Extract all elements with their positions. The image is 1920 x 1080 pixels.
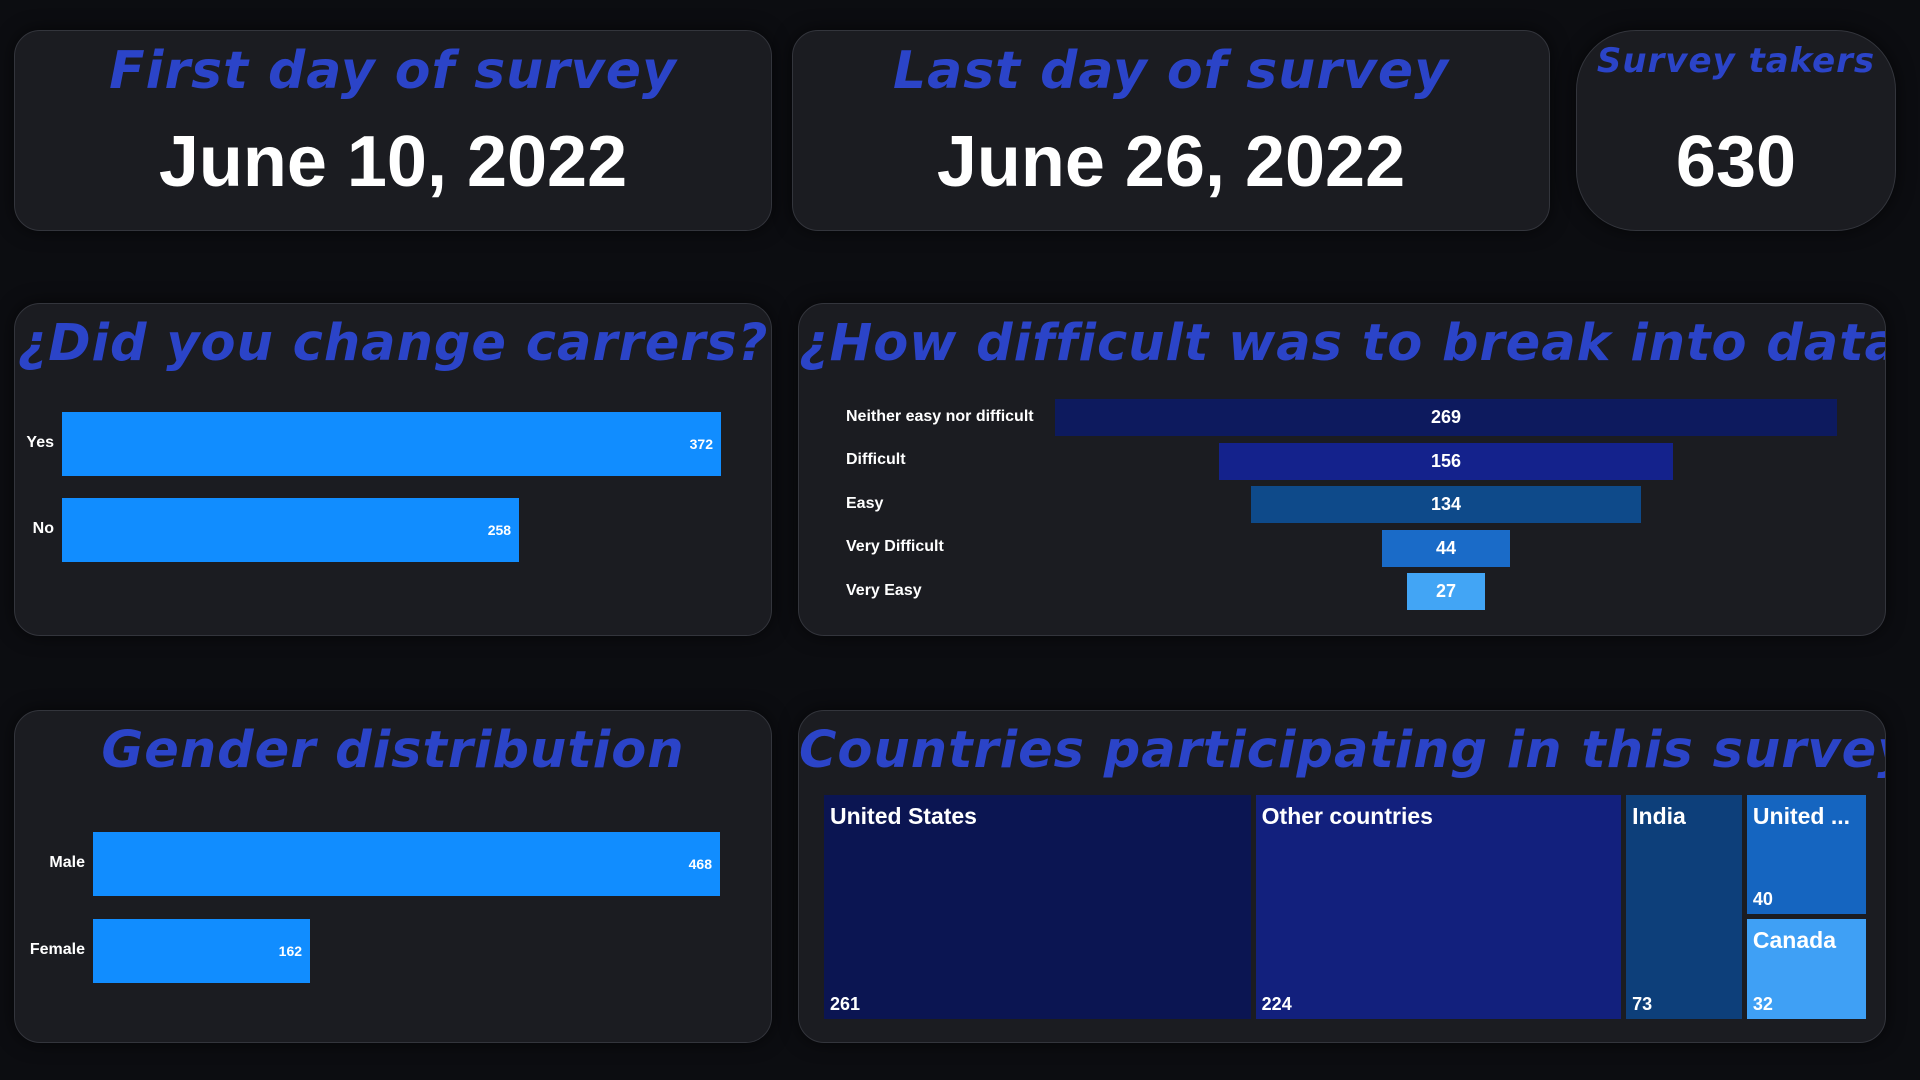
- chart-title: Countries participating in this survey: [799, 721, 1886, 780]
- bar-label: No: [32, 520, 54, 537]
- treemap-tile-label: Other countries: [1261, 803, 1433, 829]
- funnel-label: Neither easy nor difficult: [846, 407, 1034, 425]
- bar-value-label: 372: [689, 436, 713, 452]
- treemap-tile-value: 40: [1752, 889, 1773, 910]
- treemap-tile: United ... 40: [1746, 795, 1866, 915]
- funnel-value-label: 44: [1435, 537, 1456, 558]
- bar-label: Male: [49, 854, 85, 871]
- funnel-label: Easy: [846, 494, 884, 512]
- bar: 372: [62, 412, 721, 476]
- treemap-tile-label: United States: [830, 803, 977, 829]
- bar: 468: [93, 832, 720, 896]
- difficulty-card: ¿How difficult was to break into data? N…: [798, 303, 1886, 636]
- funnel-bar: 269: [1055, 399, 1837, 436]
- treemap-tile-value: 224: [1261, 994, 1292, 1014]
- first-day-value: June 10, 2022: [158, 122, 628, 202]
- gender-card: Gender distribution Male 468 Female 162: [14, 710, 772, 1043]
- last-day-card: Last day of survey June 26, 2022: [792, 30, 1550, 231]
- bar-label: Female: [29, 941, 85, 958]
- treemap-tile-value: 261: [830, 994, 861, 1014]
- funnel-bar: 134: [1251, 486, 1641, 523]
- funnel-bar: 156: [1219, 442, 1673, 480]
- bar: 162: [93, 919, 311, 983]
- chart-title: Gender distribution: [101, 721, 685, 780]
- survey-takers-title: Survey takers: [1596, 41, 1876, 81]
- treemap-tile-value: 32: [1752, 993, 1773, 1014]
- funnel-label: Difficult: [846, 451, 906, 468]
- treemap-tile: United States 261: [824, 795, 1251, 1019]
- treemap-tile-label: Canada: [1752, 927, 1836, 954]
- treemap-tile: India 73: [1626, 795, 1742, 1019]
- treemap-tile: Canada 32: [1746, 919, 1866, 1019]
- bar: 258: [62, 498, 520, 562]
- funnel-bar: 27: [1406, 573, 1486, 610]
- funnel-label: Very Difficult: [846, 538, 944, 555]
- first-day-title: First day of survey: [109, 41, 677, 101]
- funnel-bar: 44: [1382, 529, 1510, 567]
- survey-takers-value: 630: [1675, 122, 1797, 202]
- chart-title: ¿How difficult was to break into data?: [799, 314, 1886, 373]
- treemap-tile: Other countries 224: [1255, 795, 1622, 1019]
- funnel-value-label: 134: [1430, 494, 1461, 514]
- last-day-value: June 26, 2022: [936, 122, 1406, 202]
- first-day-card: First day of survey June 10, 2022: [14, 30, 772, 231]
- bar-label: Yes: [26, 434, 54, 451]
- funnel-value-label: 269: [1430, 407, 1462, 427]
- funnel-value-label: 156: [1430, 450, 1461, 471]
- treemap-tile-label: United ...: [1752, 803, 1851, 829]
- bar-value-label: 468: [688, 856, 712, 872]
- countries-card: Countries participating in this survey U…: [798, 710, 1886, 1043]
- bar-value-label: 258: [487, 522, 512, 538]
- funnel-value-label: 27: [1435, 581, 1456, 601]
- chart-title: ¿Did you change carrers?: [17, 314, 769, 373]
- treemap-tile-label: India: [1632, 803, 1686, 829]
- funnel-label: Very Easy: [846, 581, 922, 599]
- last-day-title: Last day of survey: [893, 41, 1449, 101]
- survey-takers-card: Survey takers 630: [1576, 30, 1896, 231]
- treemap-tile-value: 73: [1632, 994, 1653, 1014]
- bar-value-label: 162: [278, 943, 303, 959]
- change-careers-card: ¿Did you change carrers? Yes 372 No 258: [14, 303, 772, 636]
